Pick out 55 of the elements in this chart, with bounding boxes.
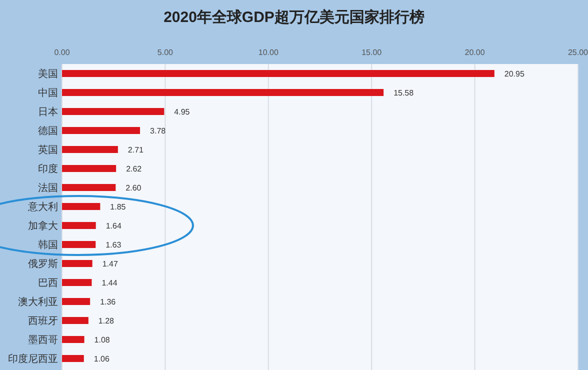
y-tick-label: 意大利 bbox=[27, 201, 58, 213]
data-label: 1.64 bbox=[106, 222, 122, 230]
y-tick-label: 加拿大 bbox=[28, 220, 58, 232]
bar bbox=[62, 279, 92, 286]
data-label: 1.85 bbox=[110, 202, 126, 212]
y-tick-label: 西班牙 bbox=[28, 315, 58, 327]
y-tick-label: 法国 bbox=[38, 182, 58, 194]
bar bbox=[62, 127, 140, 134]
bar bbox=[62, 146, 118, 153]
bar bbox=[62, 260, 92, 267]
y-tick-label: 澳大利亚 bbox=[18, 296, 58, 308]
y-tick-label: 俄罗斯 bbox=[28, 258, 58, 270]
y-tick-label: 英国 bbox=[38, 144, 58, 156]
y-tick-label: 美国 bbox=[38, 68, 58, 80]
x-tick-label: 10.00 bbox=[258, 48, 279, 57]
data-label: 15.58 bbox=[394, 88, 414, 98]
bar bbox=[62, 165, 116, 172]
bar bbox=[62, 355, 84, 362]
data-label: 20.95 bbox=[504, 70, 525, 78]
data-label: 1.63 bbox=[106, 240, 122, 250]
y-tick-label: 印度 bbox=[38, 163, 58, 175]
bar bbox=[62, 336, 84, 343]
bar bbox=[62, 241, 96, 248]
y-tick-label: 巴西 bbox=[38, 278, 58, 289]
chart-title: 2020年全球GDP超万亿美元国家排行榜 bbox=[164, 8, 424, 26]
bar bbox=[62, 89, 384, 96]
y-tick-label: 德国 bbox=[38, 126, 58, 137]
bar bbox=[62, 108, 164, 115]
bar bbox=[62, 184, 116, 191]
y-tick-label: 日本 bbox=[38, 106, 58, 118]
data-label: 1.47 bbox=[102, 260, 118, 268]
x-tick-label: 5.00 bbox=[157, 48, 174, 57]
data-label: 1.06 bbox=[94, 354, 110, 364]
x-tick-label: 0.00 bbox=[54, 48, 70, 57]
y-tick-label: 印度尼西亚 bbox=[8, 353, 58, 365]
bar bbox=[62, 298, 90, 305]
data-label: 2.71 bbox=[128, 146, 144, 154]
data-label: 1.28 bbox=[98, 316, 115, 326]
data-label: 3.78 bbox=[150, 126, 166, 136]
bar bbox=[62, 317, 88, 324]
x-tick-label: 20.00 bbox=[464, 48, 486, 57]
bar bbox=[62, 70, 494, 77]
data-label: 2.62 bbox=[126, 164, 142, 174]
y-tick-label: 韩国 bbox=[38, 239, 58, 251]
data-label: 2.60 bbox=[126, 184, 142, 192]
data-label: 1.08 bbox=[94, 336, 110, 344]
data-label: 1.36 bbox=[100, 298, 116, 306]
y-tick-label: 中国 bbox=[38, 87, 58, 99]
x-tick-label: 25.00 bbox=[568, 48, 588, 57]
bar bbox=[62, 203, 100, 210]
x-tick-label: 15.00 bbox=[362, 48, 382, 57]
data-label: 1.44 bbox=[102, 278, 118, 288]
y-tick-label: 墨西哥 bbox=[28, 335, 58, 346]
bar bbox=[62, 222, 96, 229]
data-label: 4.95 bbox=[174, 108, 190, 116]
